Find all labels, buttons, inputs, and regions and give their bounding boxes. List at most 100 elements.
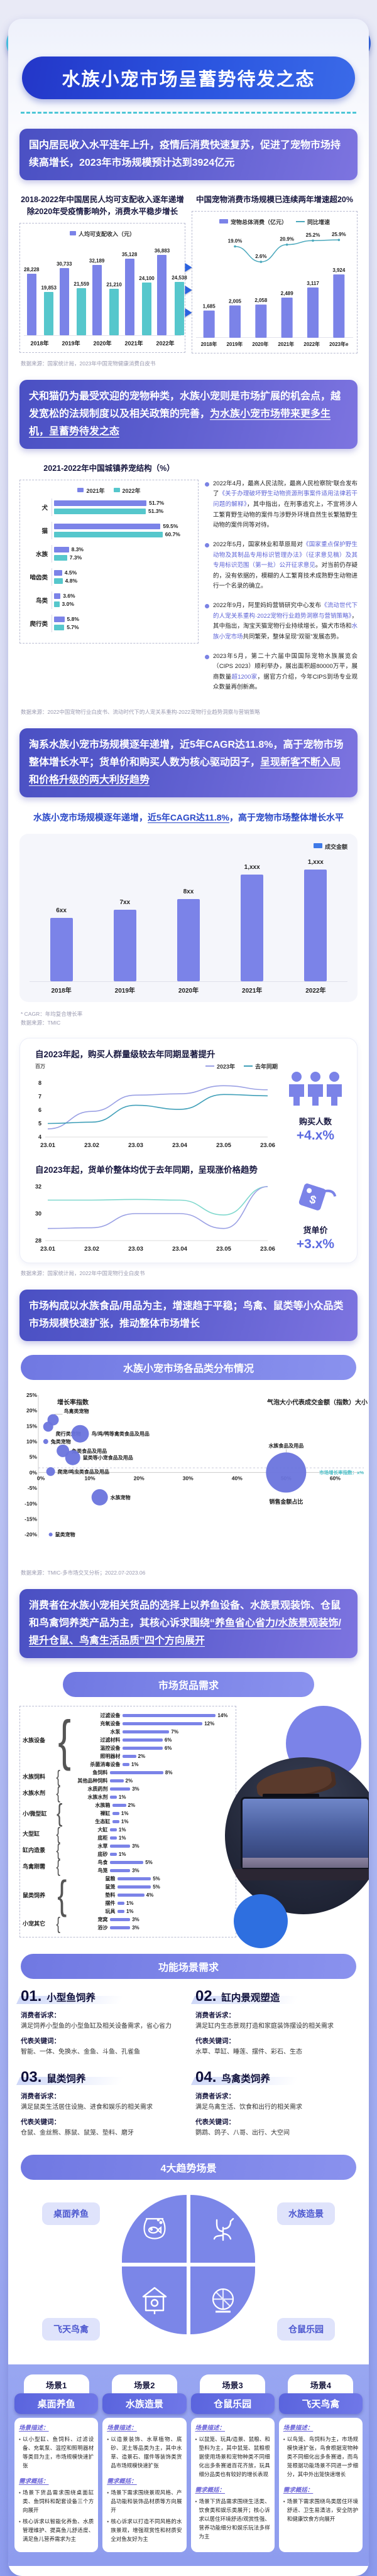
bar bbox=[110, 1926, 131, 1929]
gmv-chart-card: 成交金额 6xx 7xx 8xx 1,xxx 1,xxx 2018年 2019年 2020年 2… bbox=[19, 834, 358, 1002]
item-value: 4% bbox=[146, 1892, 154, 1898]
structure-row: 啮齿类 4.5% 4.8% bbox=[24, 568, 194, 586]
bar bbox=[54, 531, 163, 537]
bar bbox=[59, 268, 69, 335]
bar-value-label: 3.0% bbox=[62, 601, 74, 607]
scene-desc-label: 场景描述： bbox=[195, 2424, 226, 2432]
function-number: 03. bbox=[21, 2068, 42, 2086]
x-tick: 23.06 bbox=[260, 1142, 275, 1148]
group-label: 水族水剂 bbox=[23, 1790, 46, 1797]
y-tick: 30 bbox=[35, 1210, 41, 1217]
source-note: 数据来源：TMIC-多市场交叉分析；2022.07-2023.06 bbox=[21, 1569, 146, 1576]
function-item: 01. 小型鱼饲养 消费者诉求： 满足饲养小型鱼的小型鱼缸及相关设备需求，省心省力 代表… bbox=[21, 1988, 182, 2057]
item-label: 浴沙 bbox=[97, 1924, 108, 1931]
bar-value-label: 4.5% bbox=[64, 569, 77, 576]
goods-item: 摆件 1% bbox=[68, 1899, 233, 1907]
x-axis-labels: 2018年 2019年 2020年 2021年 2022年 2023年e bbox=[196, 338, 353, 348]
bullet-dot-icon bbox=[205, 542, 209, 547]
goods-item: 水草 3% bbox=[61, 1842, 233, 1850]
bar-value-label: 1,xxx bbox=[244, 864, 260, 871]
growth-line bbox=[234, 239, 339, 262]
goods-item: 宠窝 3% bbox=[61, 1916, 233, 1924]
keywords-text: 水草、草缸、睡莲、摆件、彩石、生态 bbox=[195, 2048, 302, 2056]
bar-value-label: 32,189 bbox=[89, 258, 105, 264]
y-tick: 25% bbox=[26, 1392, 37, 1398]
y-tick: 5% bbox=[30, 1454, 38, 1460]
goods-group: 鸟禽刚需 {鸟食 5% 鸟笼 3% bbox=[23, 1858, 233, 1875]
goods-item: 生态缸 1% bbox=[63, 1818, 233, 1826]
goods-item: 鼠笼 5% bbox=[68, 1883, 233, 1891]
text-segment: ，其中指出，淘宝天猫宠物行业持续增长，猫犬市场和 bbox=[213, 612, 358, 630]
bubble-label: 爬行类宠物 bbox=[55, 1430, 81, 1436]
bar bbox=[110, 1828, 117, 1831]
function-item: 04. 鸟禽类饲养 消费者诉求： 满足鸟禽生活、饮食和出行的相关需求 代表关键词： 鹦鹉、… bbox=[195, 2069, 356, 2138]
bar-value-label: 28,228 bbox=[24, 267, 40, 273]
x-tick: 2021年 bbox=[242, 988, 263, 994]
item-label: 水草 bbox=[97, 1843, 108, 1849]
goods-item: 水质药剂 3% bbox=[61, 1785, 233, 1793]
item-value: 7% bbox=[171, 1728, 178, 1735]
bar bbox=[117, 1877, 151, 1880]
bar bbox=[174, 281, 184, 335]
cabinet bbox=[225, 1868, 369, 1880]
scene-needs-item: 场景下货品需求围绕生活类、饮食类和娱乐类展开；核心诉求以居住环境舒适/观赏性强、… bbox=[195, 2497, 270, 2541]
infographic-page: { "page_title": "水族小宠市场呈蓄势待发之态", "banner… bbox=[0, 19, 377, 2576]
bar bbox=[54, 616, 65, 622]
arrow-right-icon bbox=[185, 286, 192, 294]
structure-chart-title: 2021-2022年中国城镇养宠结构（%） bbox=[43, 463, 175, 473]
line-chart-svg: 32 30 28 23.01 23.02 23.03 23.04 23.05 23.06 bbox=[35, 1183, 275, 1253]
brace-glyph: { bbox=[58, 1708, 71, 1771]
x-axis-labels: 2018年 2019年 2020年 2021年 2022年 bbox=[30, 982, 347, 994]
goods-group: 缸内造景 {水草 3% 底砂 1% bbox=[23, 1841, 233, 1859]
bar-group: 36,883 24,538 bbox=[155, 248, 187, 335]
group-label: 小/微型缸 bbox=[23, 1810, 47, 1817]
text-segment: 2022年4月，最高人民法院，最高人民检察院”联合发布了 bbox=[213, 480, 358, 498]
item-label: 裸缸 bbox=[100, 1810, 111, 1816]
bar-value-label: 24,538 bbox=[172, 274, 187, 281]
bar bbox=[110, 1844, 131, 1848]
x-tick: 23.01 bbox=[40, 1246, 55, 1252]
bar-wrap: 32,189 bbox=[89, 258, 104, 335]
bar bbox=[281, 297, 293, 338]
function-number: 01. bbox=[21, 1987, 42, 2005]
scene-desc-item: 以鸟笼、鸟饲料为主，市场规模快速扩张，鸟食根据宠物种类不同细化出多条赛道，而鸟笼… bbox=[283, 2435, 358, 2479]
item-value: 5% bbox=[153, 1875, 160, 1882]
goods-item: 鱼饲料 8% bbox=[61, 1769, 233, 1777]
scene-body: 场景描述： 以造景装饰、水草植物、底砂、泥土等品类为主，其中水草、造景石、摆件等装… bbox=[102, 2417, 187, 2553]
bar-wrap: 30,733 bbox=[57, 261, 72, 335]
x-tick: 60% bbox=[330, 1475, 341, 1481]
function-demand-grid: 01. 小型鱼饲养 消费者诉求： 满足饲养小型鱼的小型鱼缸及相关设备需求，省心省力 代表… bbox=[21, 1988, 356, 2138]
bar-group: 32,189 21,210 bbox=[89, 258, 122, 335]
income-chart-title: 2018-2022年中国居民人均可支配收入逐年递增 除2020年受疫情影响外，消费… bbox=[19, 194, 185, 218]
x-tick: 2019年 bbox=[114, 988, 135, 994]
brace-glyph: { bbox=[56, 1857, 60, 1877]
y-tick: 4 bbox=[38, 1134, 41, 1140]
item-value: 3% bbox=[132, 1867, 139, 1873]
bar bbox=[109, 289, 119, 335]
x-tick: 23.04 bbox=[172, 1142, 187, 1148]
bar-wrap: 24,100 bbox=[139, 276, 155, 335]
birdhouse-icon bbox=[142, 2287, 167, 2314]
bubble-水族食品及用品 bbox=[266, 1452, 307, 1493]
x-tick: 2018年 bbox=[200, 341, 217, 347]
bar-value-label: 1,685 bbox=[203, 303, 216, 309]
dashed-line-label: 市场增长率指数：x% bbox=[319, 1469, 364, 1475]
bar bbox=[157, 255, 167, 335]
policy-text: 2022年4月，最高人民法院，最高人民检察院”联合发布了《关于办理破坏野生动物资… bbox=[213, 479, 358, 531]
y-axis-label: 增长率指数 bbox=[57, 1398, 89, 1406]
scene-needs-label: 需求概括： bbox=[195, 2486, 226, 2494]
legend-item: 2023年 bbox=[205, 1062, 235, 1070]
bubble-兔类食品及用品 bbox=[57, 1444, 70, 1457]
scene-name: 水族造景 bbox=[102, 2393, 187, 2414]
income-chart: 人均可支配收入（元） 28,228 19,853 30,733 21,559 32,189… bbox=[19, 222, 187, 353]
banner-category-mix: 市场构成以水族食品/用品为主，增速趋于平稳；鸟禽、鼠类等小众品类市场规模快速扩张… bbox=[19, 1289, 358, 1341]
item-label: 宠窝 bbox=[97, 1916, 108, 1922]
x-tick: 0% bbox=[37, 1475, 45, 1481]
growth-point bbox=[234, 245, 236, 248]
goods-demand-section: 水族设备 {过滤设备 14% 充氧设备 12% 水泵 7% 过滤材料 6% 温控设备 6% 照明器材 2… bbox=[19, 1705, 369, 1948]
x-tick: 2023年e bbox=[329, 341, 349, 347]
keywords-text: 仓鼠、金丝熊、豚鼠、鼠笼、垫料、磨牙 bbox=[21, 2129, 134, 2137]
item-label: 鱼饲料 bbox=[92, 1769, 108, 1776]
item-value: 3% bbox=[132, 1786, 139, 1792]
bar-value-label: 19,853 bbox=[41, 285, 57, 291]
